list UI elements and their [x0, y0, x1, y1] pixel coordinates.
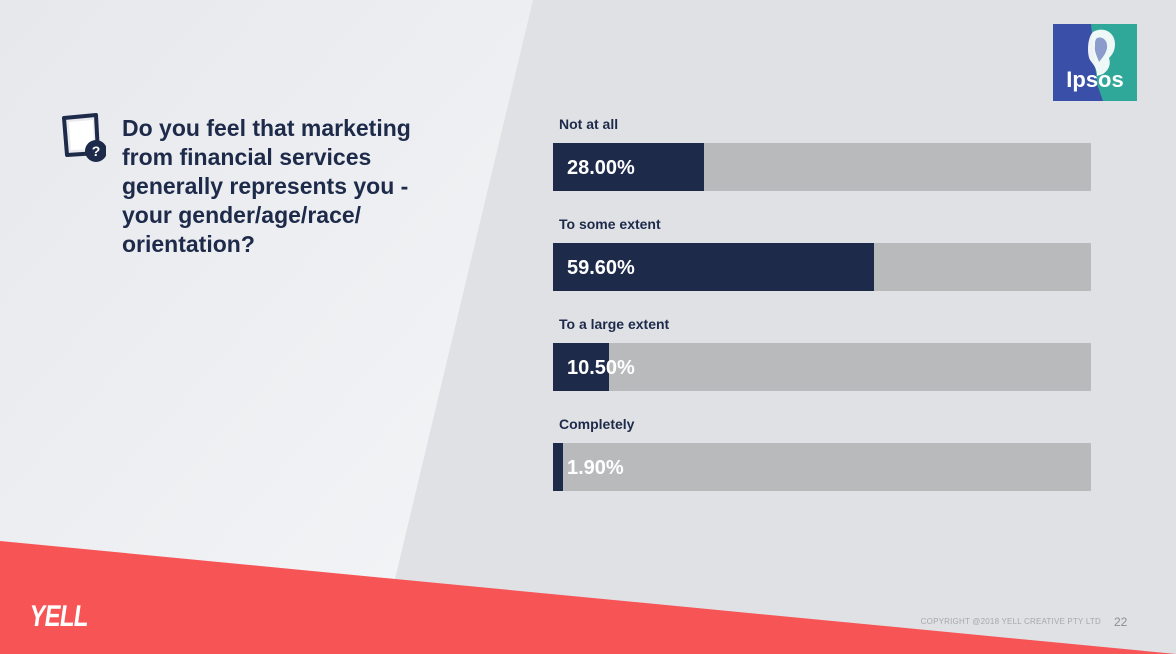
- bar-track: 1.90%: [553, 443, 1091, 491]
- bar: [553, 143, 704, 191]
- bar: [553, 243, 874, 291]
- category-label: To some extent: [559, 216, 661, 232]
- data-label: 28.00%: [567, 157, 635, 179]
- bar-chart: Not at all 28.00% To some extent 59.60% To a…: [553, 110, 1091, 510]
- bar-track: 28.00%: [553, 143, 1091, 191]
- yell-logo: YELL: [27, 600, 91, 633]
- category-label: Not at all: [559, 116, 619, 132]
- data-label: 59.60%: [567, 257, 635, 279]
- ipsos-head-icon: [1053, 24, 1137, 101]
- category-label: To a large extent: [559, 316, 670, 332]
- ipsos-logo-text: Ipsos: [1066, 67, 1124, 92]
- bar: [553, 443, 564, 491]
- ipsos-logo: Ipsos: [1053, 24, 1137, 101]
- data-label: 10.50%: [567, 357, 635, 379]
- category-label: Completely: [559, 416, 635, 432]
- question-text: Do you feel that marketing from financia…: [122, 115, 411, 257]
- page-number: 22: [1114, 615, 1128, 629]
- data-label: 1.90%: [567, 457, 624, 479]
- copyright-text: COPYRIGHT @2018 YELL CREATIVE PTY LTD: [920, 617, 1101, 626]
- question-card-icon: ?: [62, 113, 106, 162]
- bar: [553, 343, 610, 391]
- svg-text:?: ?: [92, 143, 101, 159]
- red-footer-band: [0, 541, 1176, 654]
- light-diagonal-panel: [0, 0, 533, 600]
- bar-track: 59.60%: [553, 243, 1091, 291]
- bar-track: 10.50%: [553, 343, 1091, 391]
